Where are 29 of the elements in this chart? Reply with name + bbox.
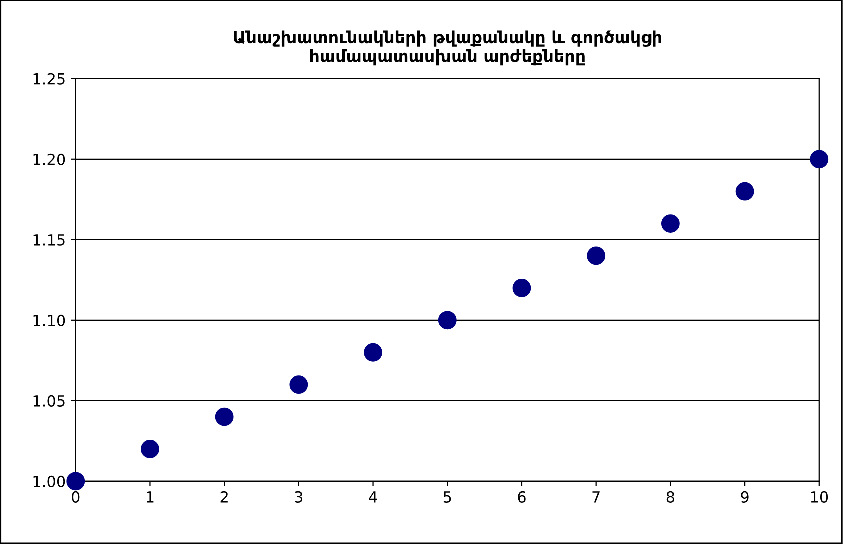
- y-tick-label: 1.00: [34, 476, 66, 488]
- x-tick-label: 2: [220, 491, 228, 503]
- x-tick-label: 1: [147, 492, 154, 503]
- point: [512, 279, 532, 298]
- y-tick-label: 1.15: [34, 234, 65, 246]
- x-tick-label: 7: [592, 492, 600, 503]
- point: [141, 440, 160, 458]
- x-tick-label: 8: [666, 491, 675, 503]
- y-tick-label: 1.20: [34, 154, 66, 166]
- x-tick-label: 0: [72, 491, 80, 503]
- point: [438, 311, 457, 330]
- x-tick-label: 6: [518, 491, 526, 503]
- point: [810, 150, 829, 169]
- point: [587, 246, 606, 266]
- x-tick-label: 4: [369, 492, 378, 503]
- y-tick-label: 1.05: [34, 395, 65, 407]
- point: [661, 214, 680, 233]
- x-tick-label: 5: [444, 492, 452, 503]
- point: [66, 472, 86, 491]
- y-tick-label: 1.25: [34, 73, 65, 85]
- x-tick-label: 9: [741, 491, 749, 503]
- y-tick-label: 1.10: [34, 314, 66, 326]
- x-tick-label: 10: [811, 491, 828, 503]
- x-tick-label: 3: [295, 491, 303, 503]
- chart-title: Անաշխատունակների թվաքանակը և գործակցի համապատասխան արժեքները: [234, 30, 662, 66]
- point: [736, 182, 754, 201]
- point: [290, 376, 308, 394]
- point: [364, 343, 382, 362]
- point: [215, 408, 234, 426]
